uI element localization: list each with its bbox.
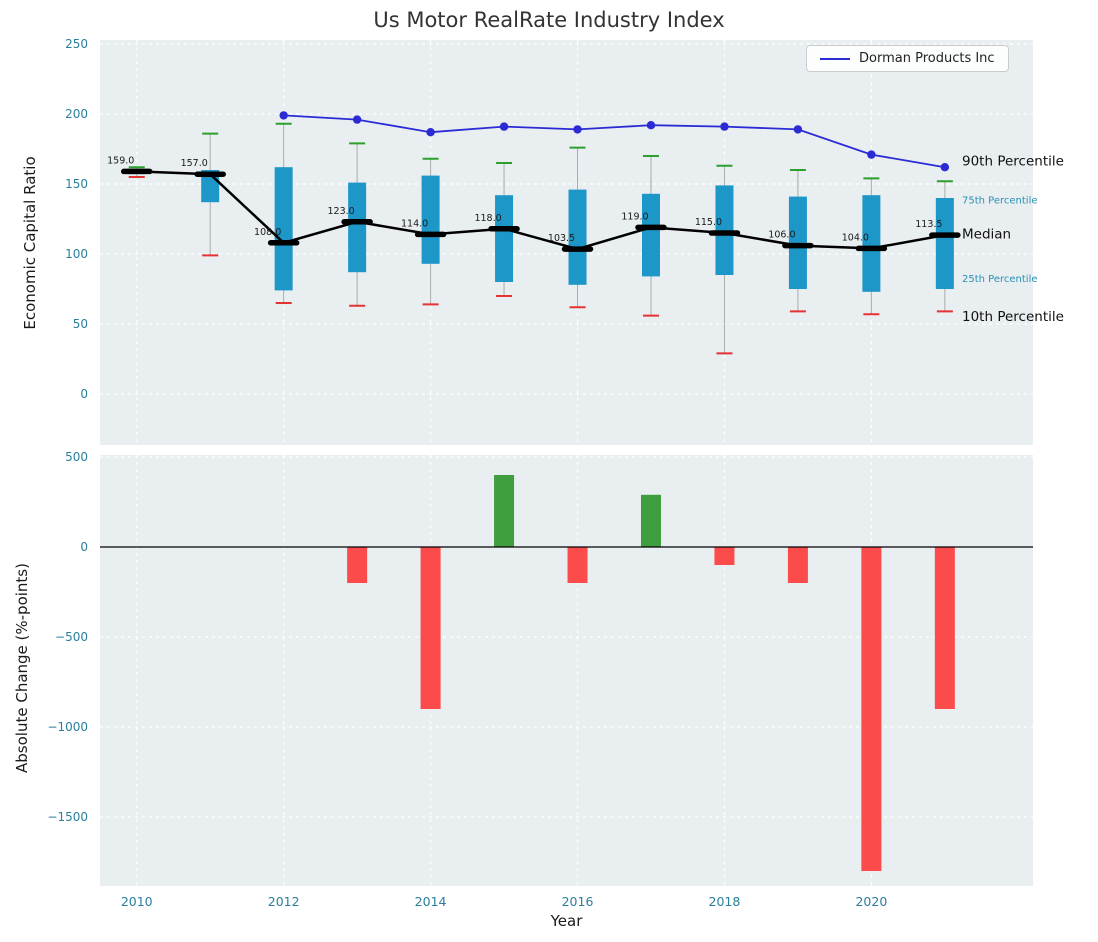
- svg-text:157.0: 157.0: [181, 158, 208, 169]
- svg-text:500: 500: [65, 450, 88, 464]
- dorman-line: [283, 114, 945, 169]
- svg-text:90th Percentile: 90th Percentile: [962, 154, 1064, 170]
- svg-text:108.0: 108.0: [254, 227, 281, 238]
- dorman-marker: [793, 125, 803, 134]
- iqr-box: [348, 182, 367, 273]
- dorman-marker: [867, 150, 876, 159]
- svg-text:103.5: 103.5: [548, 233, 575, 244]
- x-axis-label: Year: [550, 912, 583, 930]
- change-bar: [934, 547, 955, 709]
- svg-text:113.5: 113.5: [915, 219, 942, 230]
- svg-text:2018: 2018: [709, 894, 741, 909]
- change-bar: [567, 547, 588, 583]
- svg-text:159.0: 159.0: [107, 155, 134, 166]
- svg-text:50: 50: [73, 317, 88, 331]
- absolute-change-panel: 500 0 −500 −1000 −1500 2010 2012 2014 2016 2018 20…: [47, 450, 1033, 909]
- svg-text:2016: 2016: [562, 894, 594, 909]
- dorman-marker: [499, 122, 509, 131]
- change-bar: [787, 547, 808, 583]
- svg-text:10th Percentile: 10th Percentile: [962, 309, 1064, 325]
- change-bar: [640, 494, 661, 547]
- svg-text:0: 0: [80, 540, 88, 554]
- top-y-axis-label: Economic Capital Ratio: [21, 156, 39, 330]
- dorman-marker: [573, 125, 582, 134]
- iqr-box: [935, 198, 954, 289]
- legend: Dorman Products Inc: [806, 45, 1009, 72]
- svg-text:114.0: 114.0: [401, 218, 428, 229]
- change-bar: [714, 547, 735, 565]
- change-bar: [494, 475, 515, 547]
- svg-text:104.0: 104.0: [842, 232, 869, 243]
- svg-text:−1500: −1500: [47, 810, 88, 824]
- iqr-box: [788, 196, 807, 289]
- svg-text:2012: 2012: [268, 894, 300, 909]
- svg-text:123.0: 123.0: [328, 206, 355, 217]
- iqr-box: [568, 189, 587, 285]
- dorman-marker: [940, 163, 950, 172]
- change-bar: [420, 547, 441, 709]
- svg-text:75th Percentile: 75th Percentile: [962, 195, 1038, 206]
- svg-text:115.0: 115.0: [695, 217, 722, 228]
- svg-text:0: 0: [80, 387, 88, 401]
- iqr-box: [715, 185, 734, 275]
- svg-text:250: 250: [65, 37, 88, 51]
- svg-text:2020: 2020: [855, 894, 887, 909]
- bottom-y-axis-label: Absolute Change (%-points): [13, 563, 31, 773]
- dorman-marker: [646, 121, 656, 130]
- svg-text:−1000: −1000: [47, 720, 88, 734]
- svg-text:118.0: 118.0: [474, 213, 501, 224]
- iqr-box: [421, 175, 440, 264]
- svg-text:2010: 2010: [121, 894, 153, 909]
- dorman-marker: [279, 111, 288, 120]
- iqr-box: [862, 195, 881, 292]
- dorman-marker: [720, 122, 729, 131]
- svg-text:200: 200: [65, 107, 88, 121]
- svg-text:100: 100: [65, 247, 88, 261]
- svg-text:2014: 2014: [415, 894, 447, 909]
- dorman-marker: [352, 115, 362, 124]
- change-bar: [347, 547, 368, 583]
- iqr-box: [495, 195, 514, 282]
- legend-line-sample: [820, 57, 850, 60]
- iqr-box: [641, 193, 660, 277]
- iqr-box: [274, 167, 293, 291]
- svg-text:150: 150: [65, 177, 88, 191]
- svg-text:Median: Median: [962, 226, 1011, 242]
- svg-text:25th Percentile: 25th Percentile: [962, 274, 1038, 285]
- svg-text:−500: −500: [55, 630, 88, 644]
- svg-text:119.0: 119.0: [621, 211, 648, 222]
- change-bar: [861, 547, 882, 871]
- economic-capital-panel: 159.0 157.0 108.0 123.0 114.0 118.0 103.5 119.0…: [65, 37, 1064, 445]
- chart-title: Us Motor RealRate Industry Index: [373, 8, 725, 32]
- dorman-marker: [426, 128, 435, 137]
- svg-text:106.0: 106.0: [768, 230, 795, 241]
- legend-label: Dorman Products Inc: [859, 51, 995, 66]
